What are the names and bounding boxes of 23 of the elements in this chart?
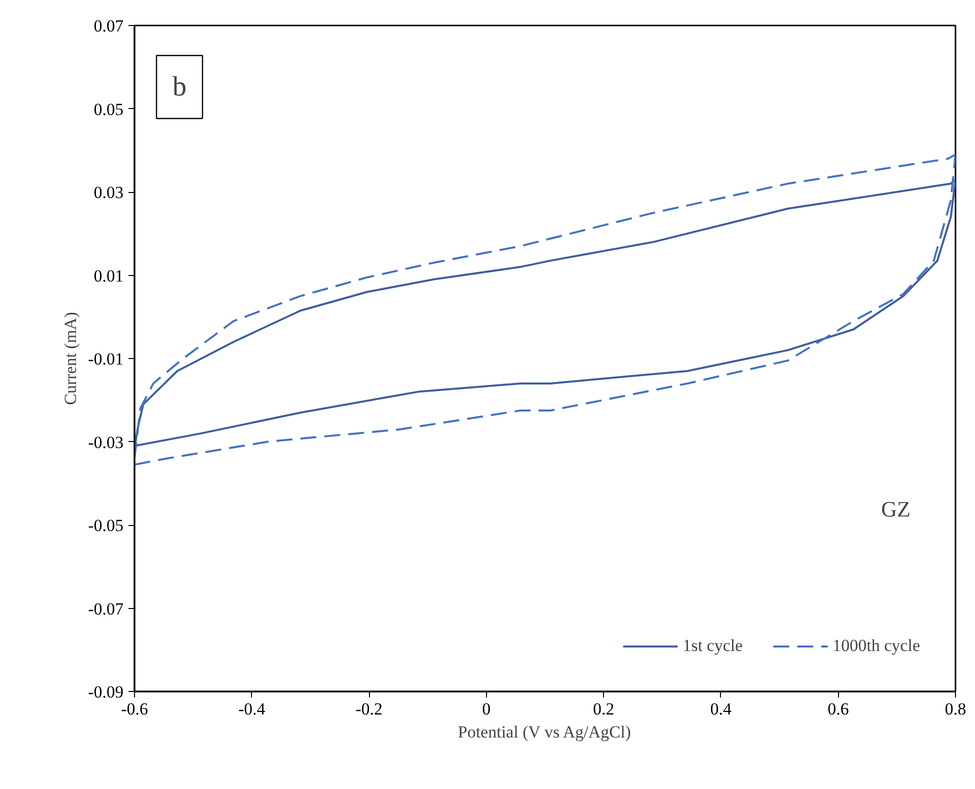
y-tick-label: -0.07 xyxy=(88,599,124,618)
y-tick-label: -0.01 xyxy=(88,350,124,368)
x-tick-label: 0.6 xyxy=(828,700,849,718)
y-tick-label: -0.05 xyxy=(88,516,124,535)
x-tick-label: -0.2 xyxy=(356,700,383,718)
y-tick-label: -0.03 xyxy=(88,432,124,452)
legend-label: 1st cycle xyxy=(682,636,743,656)
x-axis-title: Potential (V vs Ag/AgCl) xyxy=(458,722,631,742)
annotation: b xyxy=(172,72,186,102)
y-tick-label: 0.03 xyxy=(94,183,124,202)
y-axis-title: Current (mA) xyxy=(61,312,80,405)
x-tick-label: -0.6 xyxy=(121,700,148,718)
x-tick-label: 0.4 xyxy=(710,700,732,718)
y-tick-label: 0.01 xyxy=(94,266,124,286)
y-tick-label: -0.09 xyxy=(88,682,124,702)
y-tick-label: 0.05 xyxy=(94,100,124,119)
legend-label: 1000th cycle xyxy=(832,636,920,656)
x-tick-label: 0.8 xyxy=(944,700,966,718)
annotation: GZ xyxy=(881,496,910,522)
x-tick-label: 0 xyxy=(482,700,491,718)
x-tick-label: 0.2 xyxy=(593,700,614,718)
x-tick-label: -0.4 xyxy=(238,700,266,718)
y-tick-label: 0.07 xyxy=(94,16,124,36)
